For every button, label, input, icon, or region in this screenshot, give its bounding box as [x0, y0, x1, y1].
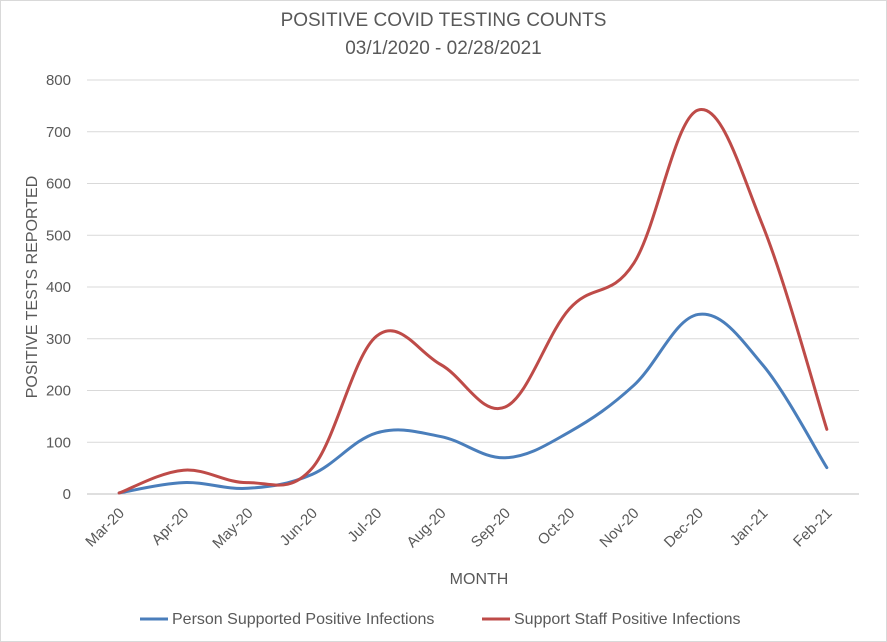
x-tick-label: Oct-20 [534, 505, 578, 549]
x-tick-label: Jul-20 [344, 505, 385, 546]
legend: Person Supported Positive Infections Supp… [140, 611, 741, 628]
y-tick-label: 0 [63, 486, 71, 503]
y-tick-label: 100 [46, 434, 71, 451]
series-line-1 [117, 108, 829, 495]
legend-label-1: Support Staff Positive Infections [514, 611, 741, 628]
chart-title: POSITIVE COVID TESTING COUNTS [280, 10, 607, 31]
series-lines [117, 108, 829, 495]
y-tick-label: 200 [46, 383, 71, 400]
y-axis-label: POSITIVE TESTS REPORTED [24, 176, 41, 399]
gridlines [87, 79, 859, 443]
x-tick-label: Dec-20 [661, 505, 707, 551]
y-tick-label: 300 [46, 331, 71, 348]
legend-label-0: Person Supported Positive Infections [172, 611, 434, 628]
x-axis-label: MONTH [450, 571, 509, 588]
x-tick-label: Aug-20 [403, 505, 449, 551]
x-tick-label: May-20 [209, 505, 256, 552]
y-tick-label: 800 [46, 72, 71, 89]
y-tick-label: 500 [46, 227, 71, 244]
y-tick-label: 600 [46, 176, 71, 193]
y-tick-label: 400 [46, 279, 71, 296]
x-tick-label: Jun-20 [277, 505, 321, 549]
x-tick-label: Apr-20 [148, 505, 192, 549]
y-tick-labels: 0 100 200 300 400 500 600 700 800 [46, 72, 71, 503]
x-tick-labels: Mar-20 Apr-20 May-20 Jun-20 Jul-20 Aug-20 Sep-… [82, 505, 835, 552]
x-tick-label: Mar-20 [82, 505, 128, 551]
x-tick-label: Jan-21 [727, 505, 771, 549]
x-tick-label: Nov-20 [596, 505, 642, 551]
series-line-0 [117, 312, 829, 495]
chart-subtitle: 03/1/2020 - 02/28/2021 [345, 38, 542, 59]
x-tick-label: Feb-21 [790, 505, 836, 551]
x-tick-label: Sep-20 [468, 505, 514, 551]
y-tick-label: 700 [46, 124, 71, 141]
